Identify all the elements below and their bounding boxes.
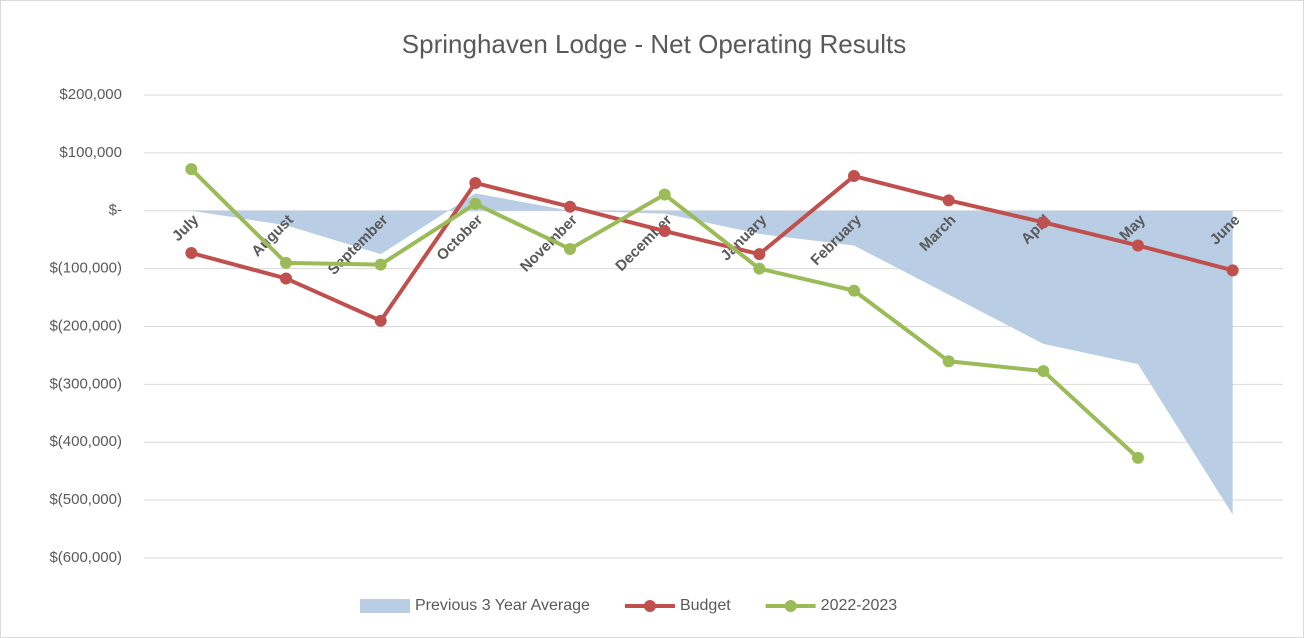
marker	[469, 197, 482, 210]
y-tick-label: $(200,000)	[49, 317, 122, 334]
marker	[1226, 264, 1239, 277]
marker	[185, 163, 198, 176]
marker	[658, 225, 671, 238]
marker	[564, 242, 576, 255]
chart-title: Springhaven Lodge - Net Operating Result…	[402, 29, 906, 59]
y-tick-label: $(100,000)	[49, 260, 122, 277]
marker	[1037, 216, 1050, 229]
y-tick-label: $200,000	[59, 86, 122, 103]
marker	[280, 256, 292, 269]
marker	[185, 246, 198, 259]
y-tick-label: $100,000	[59, 144, 122, 161]
y-tick-label: $(500,000)	[49, 491, 122, 508]
marker	[564, 200, 576, 213]
marker	[753, 262, 766, 275]
marker	[753, 248, 766, 261]
marker	[942, 355, 955, 368]
marker	[280, 272, 292, 285]
y-tick-label: $-	[109, 202, 122, 219]
marker	[374, 314, 387, 327]
legend-label: Budget	[680, 597, 731, 614]
y-tick-label: $(400,000)	[49, 433, 122, 450]
y-tick-label: $(600,000)	[49, 549, 122, 566]
marker	[942, 194, 955, 207]
marker	[1037, 365, 1050, 378]
marker	[374, 258, 387, 271]
marker	[848, 284, 860, 297]
marker	[1132, 239, 1144, 252]
marker	[469, 176, 482, 189]
area	[191, 193, 1233, 515]
series	[185, 170, 1239, 327]
legend-swatch	[360, 599, 410, 613]
marker	[658, 188, 671, 201]
line	[190, 174, 1234, 323]
marker	[848, 170, 860, 183]
legend-marker	[784, 600, 797, 612]
y-tick-label: $(300,000)	[49, 375, 122, 392]
legend-label: Previous 3 Year Average	[415, 597, 590, 614]
legend-label: 2022-2023	[821, 597, 898, 614]
legend-marker	[643, 600, 656, 612]
marker	[1132, 451, 1144, 464]
series	[185, 163, 1144, 464]
